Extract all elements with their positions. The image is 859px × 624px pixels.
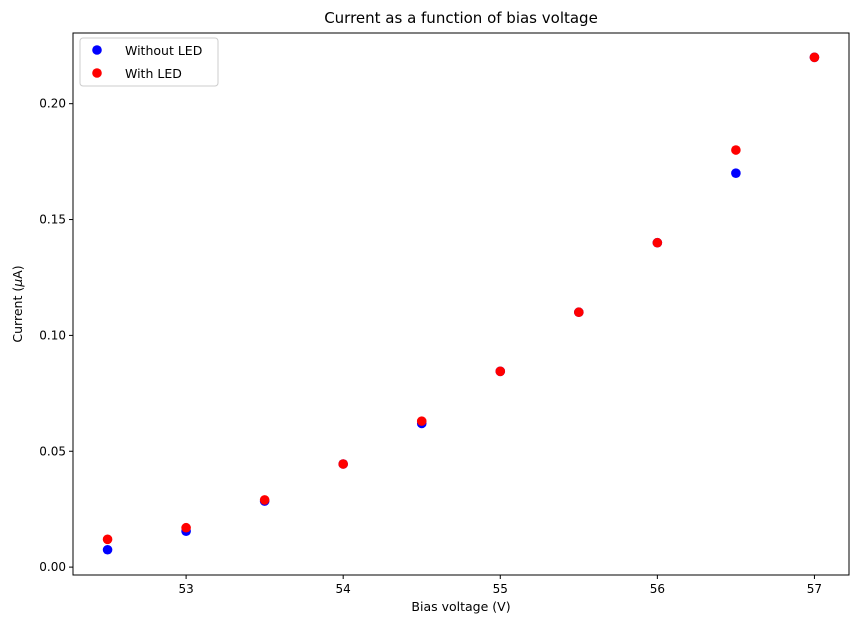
data-point-with-led (652, 237, 663, 248)
x-axis-label: Bias voltage (V) (411, 599, 510, 614)
y-axis-label: Current (μA) (10, 265, 25, 342)
x-tick-label: 55 (493, 582, 508, 596)
y-tick-label: 0.15 (39, 213, 66, 227)
y-tick-label: 0.10 (39, 328, 66, 342)
plot-area (72, 32, 850, 576)
x-tick-label: 56 (650, 582, 665, 596)
data-point-with-led (495, 366, 506, 377)
data-point-without-led (102, 544, 113, 555)
chart-title: Current as a function of bias voltage (324, 9, 598, 27)
data-points (102, 52, 820, 555)
y-tick-label: 0.20 (39, 97, 66, 111)
legend: Without LED With LED (79, 37, 219, 87)
legend-label-with-led: With LED (125, 66, 182, 81)
legend-label-without-led: Without LED (125, 43, 202, 58)
y-tick-label: 0.05 (39, 444, 66, 458)
data-point-with-led (102, 534, 113, 545)
legend-marker-with-led (92, 68, 102, 78)
x-tick-label: 53 (178, 582, 193, 596)
data-point-with-led (809, 52, 820, 63)
x-axis: 53 54 55 56 57 (178, 575, 822, 596)
data-point-with-led (338, 459, 348, 469)
data-point-with-led (181, 522, 191, 533)
data-point-with-led (574, 307, 584, 318)
data-point-with-led (259, 495, 270, 505)
legend-marker-without-led (92, 45, 102, 55)
legend-box (79, 37, 219, 87)
data-point-with-led (731, 145, 741, 155)
y-tick-label: 0.00 (39, 560, 66, 574)
y-axis: 0.00 0.05 0.10 0.15 0.20 (39, 97, 73, 574)
x-tick-label: 54 (336, 582, 351, 596)
data-point-with-led (416, 416, 427, 426)
data-point-without-led (731, 168, 741, 178)
x-tick-label: 57 (807, 582, 822, 596)
